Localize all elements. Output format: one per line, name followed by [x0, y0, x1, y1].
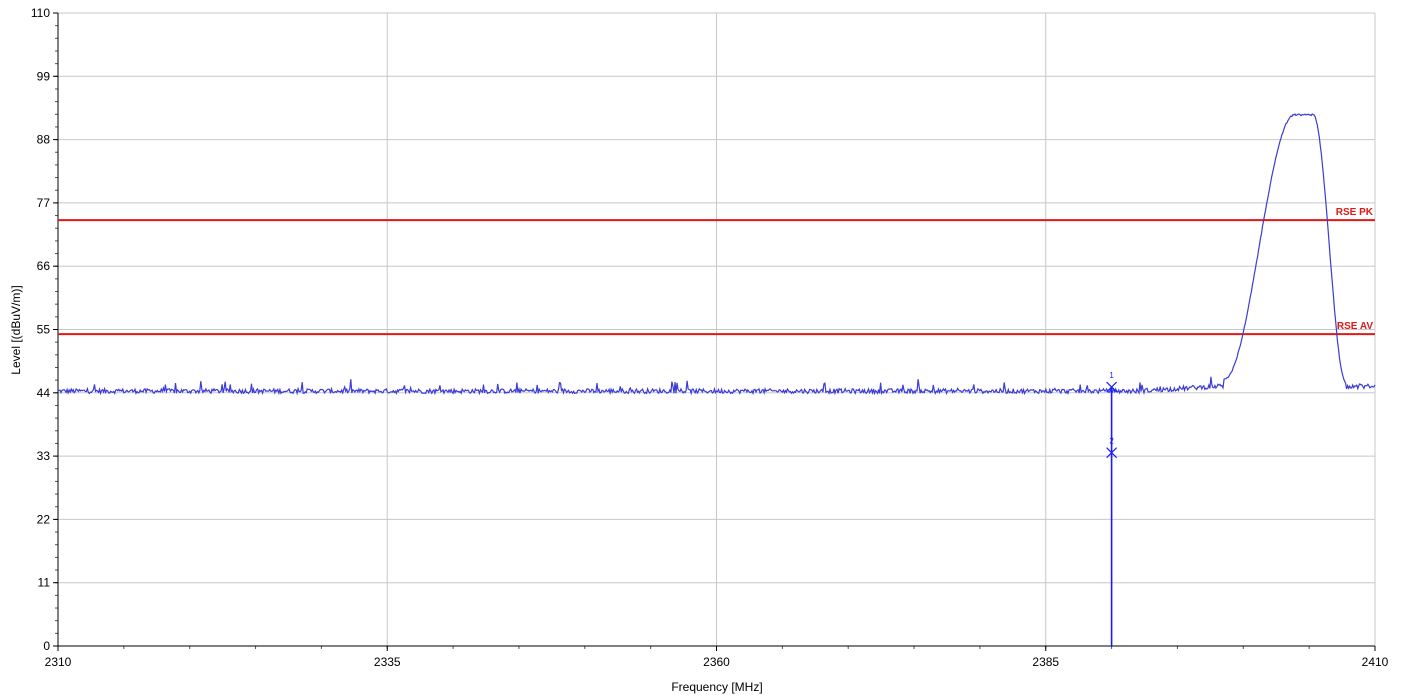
- y-tick-label: 110: [31, 6, 50, 20]
- x-tick-label: 2310: [45, 655, 72, 669]
- y-tick-label: 44: [37, 386, 51, 400]
- x-axis-title: Frequency [MHz]: [671, 680, 762, 694]
- limit-lines: RSE PK RSE AV: [58, 207, 1375, 336]
- trace-line: [57, 113, 1376, 396]
- axes: [53, 12, 1376, 651]
- y-tick-label: 0: [43, 639, 50, 653]
- y-tick-label: 99: [37, 69, 51, 83]
- markers: 12: [1106, 371, 1118, 646]
- x-tick-label: 2360: [703, 655, 730, 669]
- x-tick-label: 2385: [1032, 655, 1059, 669]
- limit-label: RSE AV: [1337, 321, 1373, 332]
- x-tick-labels: 2310 2335 2360 2385 2410: [45, 655, 1389, 669]
- y-tick-label: 22: [37, 512, 51, 526]
- x-tick-label: 2335: [374, 655, 401, 669]
- y-tick-label: 33: [37, 449, 51, 463]
- x-tick-label: 2410: [1362, 655, 1389, 669]
- minor-ticks: [55, 12, 1376, 649]
- limit-label: RSE PK: [1336, 207, 1374, 218]
- marker-cross: [1106, 447, 1118, 459]
- y-tick-labels: 0 11 22 33 44 55 66 77 88 99 110: [31, 6, 50, 653]
- trace: [57, 113, 1376, 396]
- y-axis-title: Level [(dBuV/m)]: [9, 285, 23, 374]
- y-tick-label: 11: [38, 576, 51, 590]
- y-tick-label: 55: [37, 323, 51, 337]
- marker-label: 1: [1109, 371, 1114, 380]
- y-tick-label: 66: [37, 259, 51, 273]
- grid: [58, 12, 1376, 646]
- y-tick-label: 88: [37, 133, 51, 147]
- marker-cross: [1106, 381, 1118, 393]
- y-tick-label: 77: [37, 196, 51, 210]
- marker-label: 2: [1109, 437, 1114, 446]
